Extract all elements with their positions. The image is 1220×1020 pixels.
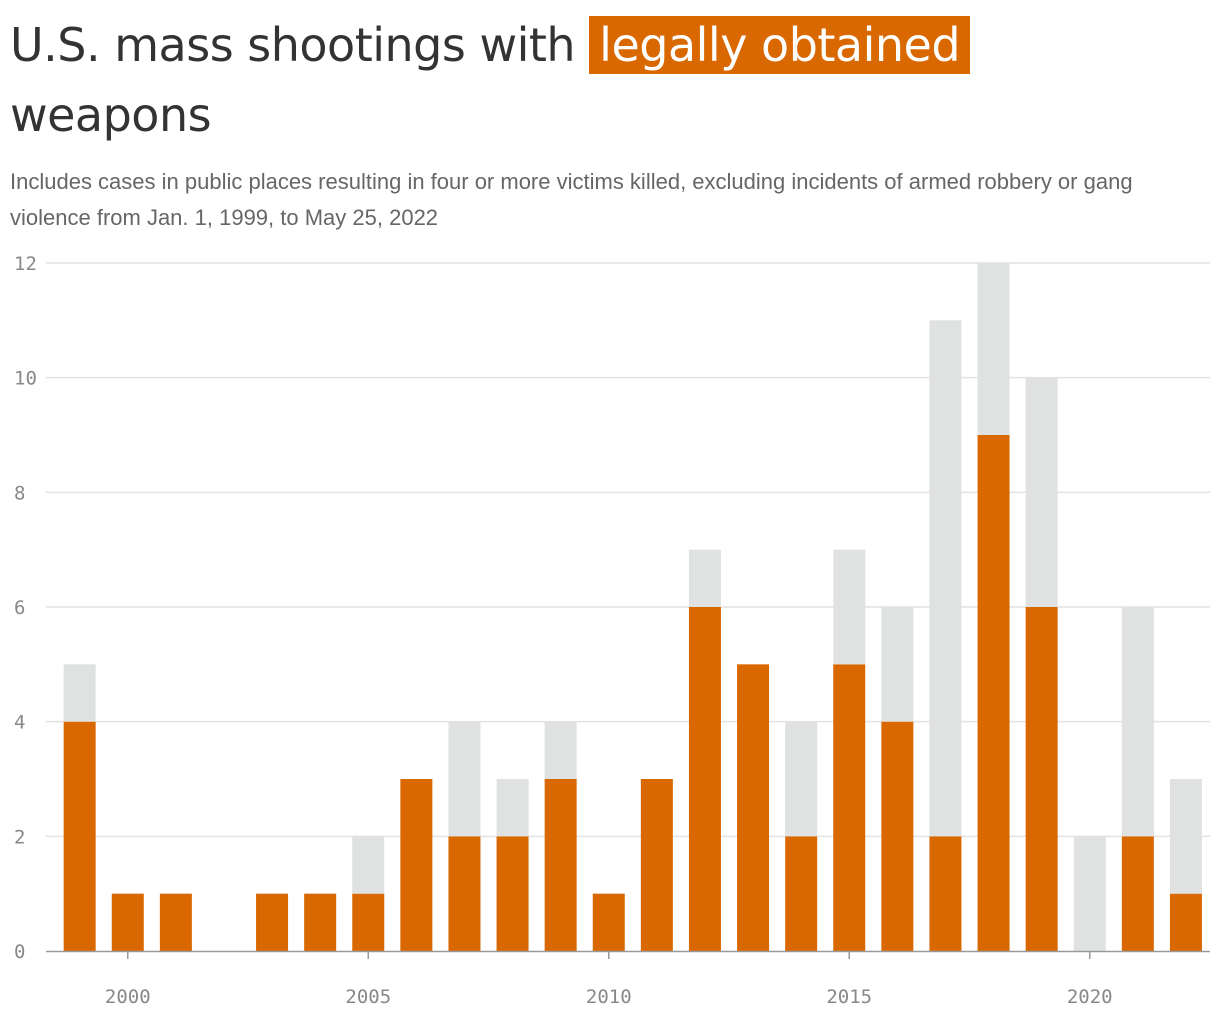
title-highlight: legally obtained: [589, 16, 971, 74]
bar-2009-highlighted: [544, 779, 577, 951]
x-tick-label: 2015: [826, 986, 872, 1008]
bar-2018-remainder: [977, 263, 1010, 435]
bar-2021-remainder: [1121, 607, 1154, 837]
y-tick-label: 2: [14, 826, 25, 848]
bar-2016-remainder: [881, 607, 914, 722]
bar-2012-highlighted: [688, 607, 721, 951]
bar-2012-remainder: [688, 549, 721, 607]
bar-2006-highlighted: [400, 779, 433, 951]
title-text-after: weapons: [10, 88, 212, 142]
bars: [63, 263, 1202, 951]
bar-2014-highlighted: [785, 836, 818, 951]
bar-2020-remainder: [1073, 836, 1106, 951]
bar-2017-highlighted: [929, 836, 962, 951]
bar-2005-remainder: [352, 836, 385, 894]
bar-2001-highlighted: [159, 893, 192, 951]
bar-2015-highlighted: [833, 664, 866, 951]
bar-2009-remainder: [544, 721, 577, 779]
x-tick-label: 2000: [105, 986, 151, 1008]
bar-1999-remainder: [63, 664, 96, 722]
bar-2019-remainder: [1025, 377, 1058, 607]
bar-2021-highlighted: [1121, 836, 1154, 951]
bar-2003-highlighted: [256, 893, 289, 951]
bar-2008-highlighted: [496, 836, 529, 951]
bar-2007-remainder: [448, 721, 481, 837]
title-text-before: U.S. mass shootings with: [10, 18, 576, 72]
bar-2008-remainder: [496, 779, 529, 837]
x-tick-label: 2020: [1067, 986, 1113, 1008]
bar-2010-highlighted: [592, 893, 625, 951]
grid-lines: [46, 262, 1210, 838]
stacked-bar-chart: 0 2 4 6 8 10 12 2000 2005 2010 2015 2020: [14, 253, 1210, 1008]
bar-1999-highlighted: [63, 721, 96, 951]
bar-2013-highlighted: [737, 664, 770, 951]
tick-labels: 0 2 4 6 8 10 12 2000 2005 2010 2015 2020: [14, 253, 1113, 1008]
y-tick-label: 8: [14, 482, 25, 504]
y-tick-label: 4: [14, 712, 25, 734]
chart-subtitle: Includes cases in public places resultin…: [10, 169, 1133, 230]
bar-2005-highlighted: [352, 893, 385, 951]
x-tick-label: 2005: [345, 986, 391, 1008]
y-tick-label: 6: [14, 597, 25, 619]
bar-2018-highlighted: [977, 435, 1010, 951]
x-axis: [46, 950, 1210, 959]
bar-2022-remainder: [1169, 779, 1202, 894]
y-tick-label: 0: [14, 941, 25, 963]
y-tick-label: 10: [14, 368, 37, 390]
y-tick-label: 12: [14, 253, 37, 275]
bar-2019-highlighted: [1025, 607, 1058, 951]
bar-2000-highlighted: [111, 893, 144, 951]
bar-2022-highlighted: [1169, 893, 1202, 951]
bar-2004-highlighted: [304, 893, 337, 951]
x-tick-label: 2010: [586, 986, 632, 1008]
bar-2011-highlighted: [640, 779, 673, 951]
bar-2017-remainder: [929, 320, 962, 837]
bar-2007-highlighted: [448, 836, 481, 951]
bar-2014-remainder: [785, 721, 818, 837]
bar-2015-remainder: [833, 549, 866, 665]
chart-title: U.S. mass shootings with legally obtaine…: [10, 10, 1210, 150]
bar-2016-highlighted: [881, 721, 914, 951]
